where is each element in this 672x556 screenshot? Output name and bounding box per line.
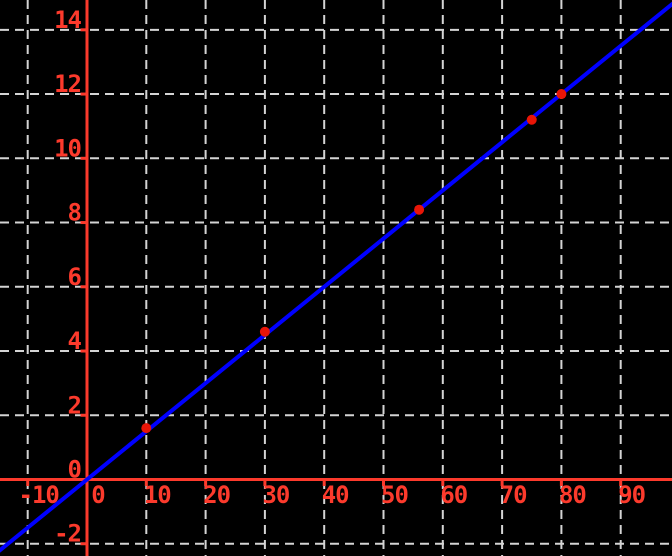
x-tick-label: 50 xyxy=(381,481,408,509)
x-tick-label: 90 xyxy=(618,481,645,509)
data-point xyxy=(556,89,567,100)
x-tick-label: 30 xyxy=(262,481,289,509)
y-tick-label: 6 xyxy=(68,263,82,291)
y-tick-label: 12 xyxy=(54,70,81,98)
y-tick-label: 4 xyxy=(68,327,82,355)
x-tick-label: 0 xyxy=(91,481,105,509)
y-tick-label: 10 xyxy=(54,134,81,162)
y-tick-label: 2 xyxy=(68,391,81,419)
x-tick-label: 40 xyxy=(322,481,349,509)
data-point xyxy=(414,204,425,215)
x-tick-label: 60 xyxy=(440,481,467,509)
data-point xyxy=(526,114,537,125)
y-tick-label: 8 xyxy=(68,199,81,227)
y-tick-label: 0 xyxy=(68,456,82,484)
y-tick-label: 14 xyxy=(54,6,81,34)
x-tick-label: 20 xyxy=(203,481,230,509)
data-point xyxy=(259,326,270,337)
data-point xyxy=(141,423,152,434)
x-tick-label: 80 xyxy=(559,481,586,509)
y-tick-label: -2 xyxy=(54,520,81,548)
x-tick-label: 70 xyxy=(500,481,527,509)
x-tick-label: 10 xyxy=(144,481,171,509)
